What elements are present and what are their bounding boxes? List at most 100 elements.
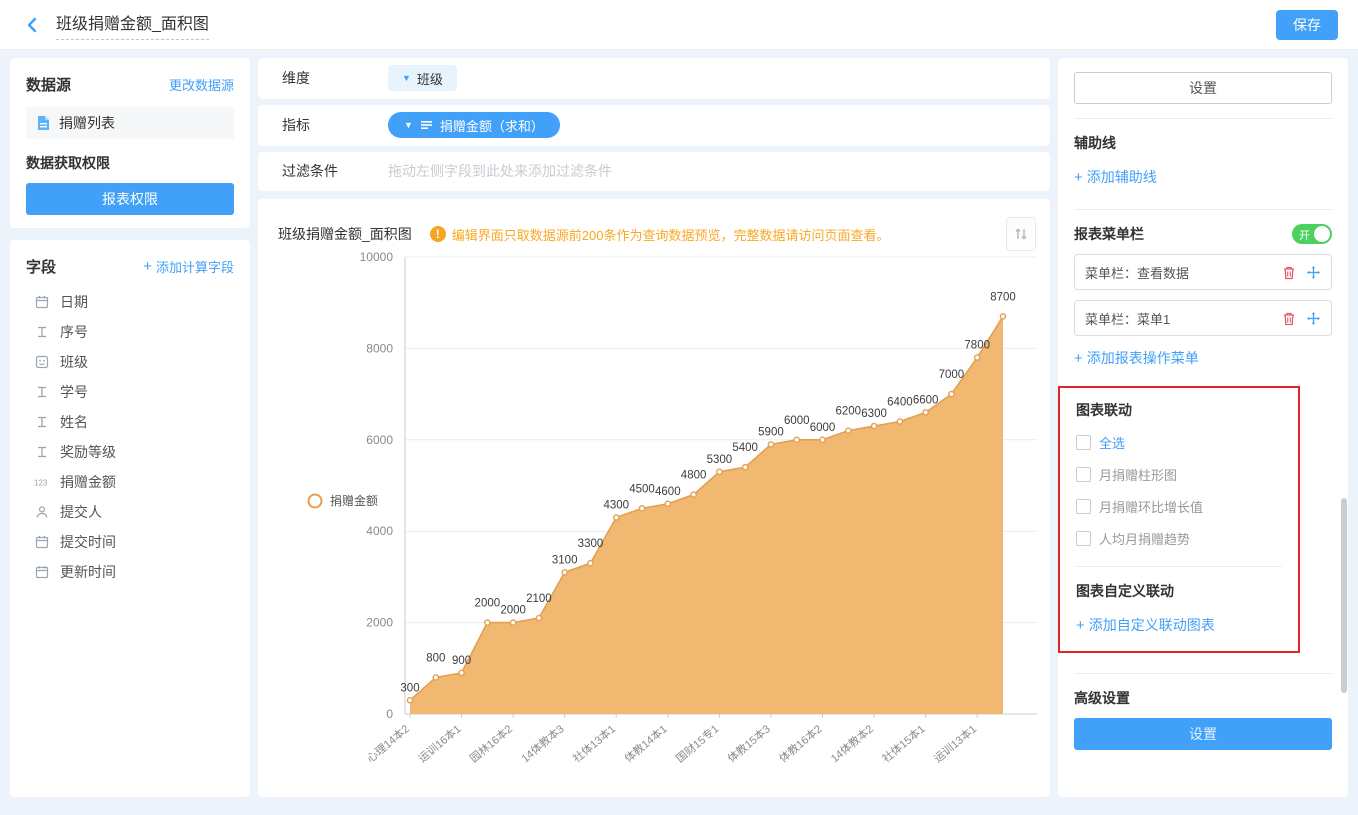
checkbox-icon[interactable] <box>1076 531 1091 546</box>
field-item[interactable]: 提交时间 <box>26 527 234 557</box>
chevron-down-icon: ▼ <box>404 120 413 130</box>
menu-bar-toggle[interactable]: 开 <box>1292 224 1332 244</box>
data-point[interactable] <box>794 437 799 442</box>
checkbox-icon[interactable] <box>1076 435 1091 450</box>
data-point[interactable] <box>407 698 412 703</box>
fields-panel: 字段 + 添加计算字段 日期序号班级学号姓名奖励等级123捐赠金额提交人提交时间… <box>10 240 250 797</box>
linkage-checkbox-row[interactable]: 月捐赠柱形图 <box>1076 465 1282 484</box>
area-chart[interactable]: 0200040006000800010000300800900200020002… <box>258 251 1050 794</box>
field-item[interactable]: 123捐赠金额 <box>26 467 234 497</box>
data-point[interactable] <box>639 506 644 511</box>
data-label: 3300 <box>578 538 604 550</box>
menu-bar-title: 报表菜单栏 <box>1074 224 1144 244</box>
delete-menu-item-button[interactable] <box>1282 311 1296 326</box>
data-label: 5300 <box>707 454 733 466</box>
field-item[interactable]: 提交人 <box>26 497 234 527</box>
data-label: 6300 <box>861 408 887 420</box>
data-point[interactable] <box>1000 314 1005 319</box>
data-point[interactable] <box>871 423 876 428</box>
divider <box>1076 566 1282 567</box>
dimension-icon <box>34 354 50 370</box>
field-item[interactable]: 奖励等级 <box>26 437 234 467</box>
field-item[interactable]: 日期 <box>26 287 234 317</box>
add-aux-line-link[interactable]: + 添加辅助线 <box>1074 167 1332 187</box>
metric-pill[interactable]: ▼ 捐赠金额（求和） <box>388 112 560 138</box>
data-point[interactable] <box>743 465 748 470</box>
x-axis-tick-label: 14体教本3 <box>518 722 566 766</box>
menu-bar-item[interactable]: 菜单栏：查看数据 <box>1074 254 1332 290</box>
save-button[interactable]: 保存 <box>1276 10 1338 40</box>
data-point[interactable] <box>485 620 490 625</box>
data-point[interactable] <box>562 570 567 575</box>
data-point[interactable] <box>897 419 902 424</box>
plus-icon: + <box>143 259 152 274</box>
data-point[interactable] <box>536 615 541 620</box>
filter-row[interactable]: 过滤条件 拖动左侧字段到此处来添加过滤条件 <box>258 152 1050 191</box>
data-point[interactable] <box>511 620 516 625</box>
select-all-checkbox-row[interactable]: 全选 <box>1076 433 1282 452</box>
data-point[interactable] <box>768 442 773 447</box>
checkbox-icon[interactable] <box>1076 499 1091 514</box>
plus-icon: + <box>1074 351 1083 366</box>
checkbox-icon[interactable] <box>1076 467 1091 482</box>
warning-icon: ! <box>430 226 446 242</box>
custom-linkage-title: 图表自定义联动 <box>1076 581 1282 601</box>
data-point[interactable] <box>949 392 954 397</box>
data-point[interactable] <box>588 561 593 566</box>
scrollbar-thumb[interactable] <box>1341 498 1347 693</box>
advanced-settings-button[interactable]: 设置 <box>1074 718 1332 750</box>
field-item[interactable]: 更新时间 <box>26 557 234 587</box>
field-label: 姓名 <box>60 412 88 432</box>
field-label: 奖励等级 <box>60 442 116 462</box>
dimension-pill[interactable]: ▼ 班级 <box>388 65 457 91</box>
report-permission-button[interactable]: 报表权限 <box>26 183 234 215</box>
data-point[interactable] <box>459 670 464 675</box>
drag-menu-item-handle[interactable] <box>1306 311 1321 326</box>
field-item[interactable]: 姓名 <box>26 407 234 437</box>
x-axis-tick-label: 园林16本2 <box>467 722 515 766</box>
back-button[interactable] <box>20 13 44 37</box>
change-datasource-link[interactable]: 更改数据源 <box>169 75 234 94</box>
trash-icon <box>1282 311 1296 326</box>
field-item[interactable]: 序号 <box>26 317 234 347</box>
menu-item-label: 菜单栏：查看数据 <box>1085 263 1189 282</box>
add-custom-linkage-link[interactable]: + 添加自定义联动图表 <box>1076 615 1282 635</box>
top-bar: 班级捐赠金额_面积图 保存 <box>0 0 1358 50</box>
field-list: 日期序号班级学号姓名奖励等级 123捐赠金额提交人提交时间更新时间 <box>26 287 234 587</box>
data-point[interactable] <box>846 428 851 433</box>
field-item[interactable]: 学号 <box>26 377 234 407</box>
data-label: 6200 <box>836 406 862 418</box>
linkage-checkbox-row[interactable]: 人均月捐赠趋势 <box>1076 529 1282 548</box>
data-label: 6000 <box>810 422 836 434</box>
add-calc-field-link[interactable]: + 添加计算字段 <box>143 257 234 276</box>
text-icon <box>34 384 50 400</box>
datasource-item[interactable]: 捐赠列表 <box>26 107 234 139</box>
data-label: 300 <box>400 682 419 694</box>
sort-button[interactable] <box>1006 217 1036 251</box>
menu-bar-item[interactable]: 菜单栏：菜单1 <box>1074 300 1332 336</box>
legend-item[interactable]: 捐赠金额 <box>309 493 379 508</box>
add-report-menu-link[interactable]: + 添加报表操作菜单 <box>1074 348 1332 368</box>
data-point[interactable] <box>717 469 722 474</box>
data-point[interactable] <box>975 355 980 360</box>
delete-menu-item-button[interactable] <box>1282 265 1296 280</box>
data-point[interactable] <box>665 501 670 506</box>
y-axis-tick-label: 0 <box>386 707 393 721</box>
data-label: 800 <box>426 652 445 664</box>
data-point[interactable] <box>691 492 696 497</box>
data-label: 3100 <box>552 554 578 566</box>
metric-row: 指标 ▼ 捐赠金额（求和） <box>258 105 1050 146</box>
text-icon <box>34 324 50 340</box>
data-point[interactable] <box>614 515 619 520</box>
linkage-checkbox-row[interactable]: 月捐赠环比增长值 <box>1076 497 1282 516</box>
settings-button[interactable]: 设置 <box>1074 72 1332 104</box>
y-axis-tick-label: 8000 <box>366 341 393 355</box>
data-point[interactable] <box>433 675 438 680</box>
data-label: 4300 <box>603 499 629 511</box>
x-axis-tick-label: 国财15专1 <box>673 722 721 766</box>
field-item[interactable]: 班级 <box>26 347 234 377</box>
data-point[interactable] <box>820 437 825 442</box>
drag-menu-item-handle[interactable] <box>1306 265 1321 280</box>
chevron-down-icon: ▼ <box>402 73 411 83</box>
data-point[interactable] <box>923 410 928 415</box>
